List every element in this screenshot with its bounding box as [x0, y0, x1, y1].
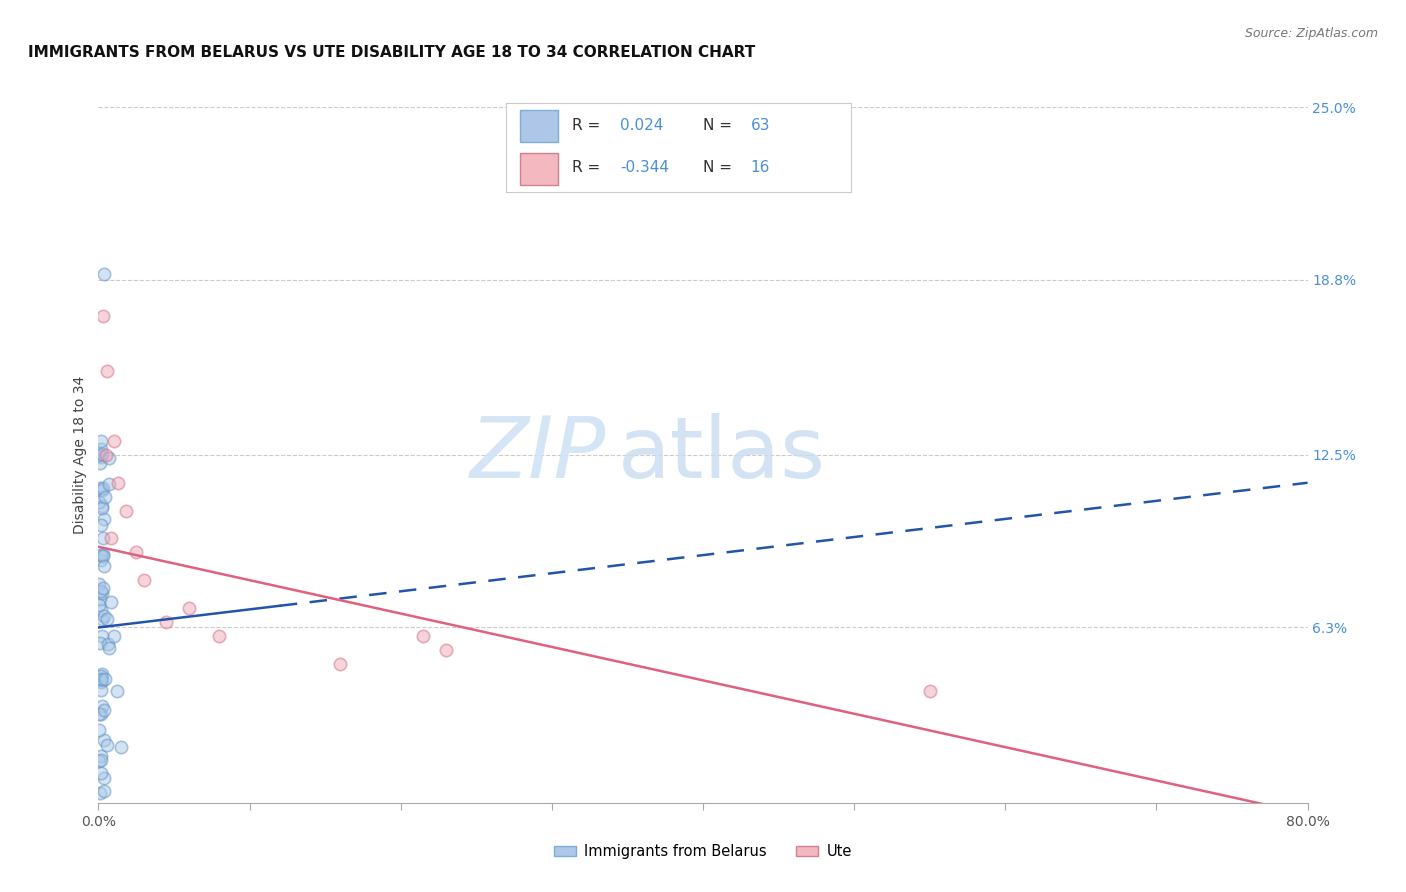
Point [918, 684, 941, 698]
Point [87, 495, 110, 509]
Point [89, 456, 111, 470]
Point [90, 585, 112, 599]
Point [90, 682, 112, 697]
Point [90, 698, 112, 713]
Point [91, 501, 114, 516]
Point [90, 434, 112, 448]
Point [90, 603, 112, 617]
Text: N =: N = [703, 161, 737, 175]
Point [132, 573, 155, 587]
Point [91, 612, 114, 626]
Point [89, 786, 111, 800]
Point [90, 749, 112, 764]
Point [93, 783, 115, 797]
Point [89, 754, 111, 768]
Text: Source: ZipAtlas.com: Source: ZipAtlas.com [1244, 27, 1378, 40]
Point [114, 503, 136, 517]
Text: 63: 63 [751, 119, 770, 133]
Point [90, 450, 112, 464]
Point [90, 548, 112, 562]
Point [329, 657, 352, 671]
Point [90, 673, 112, 688]
Point [107, 475, 129, 490]
Point [97, 637, 120, 651]
Point [90, 669, 112, 683]
Point [208, 629, 231, 643]
Legend: Immigrants from Belarus, Ute: Immigrants from Belarus, Ute [548, 838, 858, 865]
Point [90, 500, 112, 514]
Point [90, 583, 112, 598]
Point [90, 483, 112, 497]
Point [96, 612, 118, 626]
Point [93, 582, 115, 596]
Point [98, 451, 121, 466]
Point [90, 629, 112, 643]
Text: ZIP: ZIP [470, 413, 606, 497]
Point [155, 615, 177, 629]
Point [91, 666, 114, 681]
Point [91, 549, 114, 563]
Text: R =: R = [572, 161, 605, 175]
Point [93, 559, 115, 574]
Point [94, 672, 117, 686]
Point [93, 267, 115, 281]
Point [125, 545, 148, 559]
Point [90, 517, 112, 532]
Point [90, 706, 112, 721]
Point [103, 629, 125, 643]
Point [93, 609, 115, 624]
Point [90, 442, 112, 457]
Point [90, 672, 112, 686]
Text: R =: R = [572, 119, 605, 133]
Text: 16: 16 [751, 161, 770, 175]
Point [96, 364, 118, 378]
Bar [520, 153, 558, 185]
Point [412, 629, 434, 643]
Point [100, 532, 122, 546]
Point [91, 481, 114, 495]
Point [97, 641, 120, 656]
Text: 0.024: 0.024 [620, 119, 664, 133]
Point [91, 309, 114, 323]
Point [89, 598, 111, 612]
Point [110, 740, 132, 755]
Y-axis label: Disability Age 18 to 34: Disability Age 18 to 34 [73, 376, 87, 534]
Point [90, 447, 112, 461]
Point [100, 595, 122, 609]
Point [103, 434, 125, 448]
Point [90, 765, 112, 780]
Point [90, 753, 112, 767]
Bar [520, 110, 558, 142]
Text: -0.344: -0.344 [620, 161, 669, 175]
Point [89, 448, 111, 462]
Point [96, 738, 118, 752]
Point [434, 642, 457, 657]
Point [87, 723, 110, 738]
Point [98, 476, 121, 491]
Point [87, 577, 110, 591]
Point [93, 490, 115, 504]
Text: atlas: atlas [619, 413, 827, 497]
Point [93, 511, 115, 525]
Text: IMMIGRANTS FROM BELARUS VS UTE DISABILITY AGE 18 TO 34 CORRELATION CHART: IMMIGRANTS FROM BELARUS VS UTE DISABILIT… [28, 45, 755, 60]
Point [93, 771, 115, 785]
Point [89, 481, 111, 495]
Text: N =: N = [703, 119, 737, 133]
Point [105, 684, 128, 698]
Point [90, 553, 112, 567]
Point [89, 592, 111, 607]
Point [89, 636, 111, 650]
Point [94, 448, 117, 462]
Point [179, 601, 201, 615]
Point [93, 733, 115, 747]
Point [91, 532, 114, 546]
Point [89, 706, 111, 721]
Point [91, 548, 114, 562]
Point [93, 703, 115, 717]
Point [90, 674, 112, 689]
